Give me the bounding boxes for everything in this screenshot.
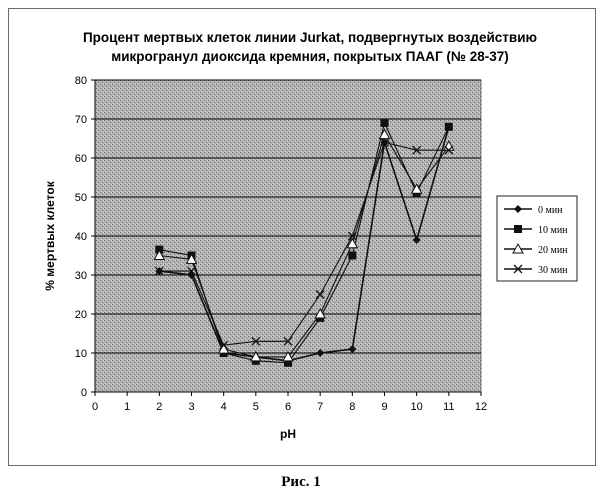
x-tick-label: 4 <box>221 401 227 413</box>
legend-label: 0 мин <box>538 205 563 216</box>
x-tick-label: 3 <box>188 401 194 413</box>
y-tick-label: 70 <box>75 114 87 126</box>
legend-label: 20 мин <box>538 245 568 256</box>
x-tick-label: 2 <box>156 401 162 413</box>
y-tick-label: 60 <box>75 153 87 165</box>
x-tick-label: 5 <box>253 401 259 413</box>
x-axis-label: pH <box>280 427 296 441</box>
legend-label: 30 мин <box>538 265 568 276</box>
legend-marker <box>514 225 522 233</box>
data-point <box>381 119 389 127</box>
chart-title-line-1: Процент мертвых клеток линии Jurkat, под… <box>40 28 580 47</box>
y-axis-label: % мертвых клеток <box>43 180 57 290</box>
y-tick-label: 10 <box>75 348 87 360</box>
data-point <box>445 123 453 131</box>
x-tick-label: 7 <box>317 401 323 413</box>
y-tick-label: 30 <box>75 270 87 282</box>
legend: 0 мин 10 мин 20 мин 30 мин <box>497 196 577 281</box>
x-tick-label: 10 <box>411 401 423 413</box>
x-tick-label: 9 <box>381 401 387 413</box>
chart-title: Процент мертвых клеток линии Jurkat, под… <box>40 28 580 66</box>
x-tick-label: 8 <box>349 401 355 413</box>
x-tick-label: 1 <box>124 401 130 413</box>
x-tick-label: 11 <box>443 401 454 413</box>
x-tick-label: 0 <box>92 401 98 413</box>
figure-caption: Рис. 1 <box>0 474 602 491</box>
x-tick-label: 12 <box>475 401 487 413</box>
y-tick-label: 40 <box>75 231 87 243</box>
y-tick-label: 20 <box>75 309 87 321</box>
y-tick-label: 80 <box>75 75 87 87</box>
x-tick-label: 6 <box>285 401 291 413</box>
legend-label: 10 мин <box>538 225 568 236</box>
y-tick-label: 50 <box>75 192 87 204</box>
data-point <box>348 252 356 260</box>
y-tick-label: 0 <box>81 387 87 399</box>
chart-title-line-2: микрогранул диоксида кремния, покрытых П… <box>40 47 580 66</box>
